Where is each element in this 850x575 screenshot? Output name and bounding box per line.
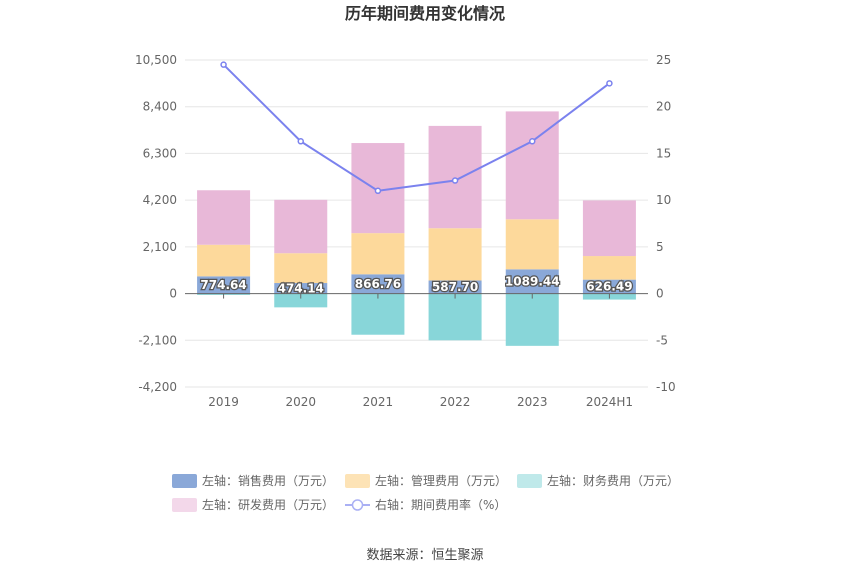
x-tick-label: 2020 xyxy=(285,395,316,409)
rate-point xyxy=(374,187,382,195)
admin-expense-bar xyxy=(274,253,328,284)
sales-data-label: 774.64 xyxy=(200,278,246,292)
sales-data-label: 866.76 xyxy=(355,277,401,291)
right-tick-label: 25 xyxy=(656,53,671,67)
admin-expense-bar xyxy=(428,228,482,281)
x-tick-label: 2024H1 xyxy=(586,395,633,409)
x-tick-label: 2023 xyxy=(517,395,548,409)
rate-point xyxy=(297,138,304,145)
sales-expense-bar xyxy=(428,280,482,294)
rnd-expense-bar xyxy=(505,111,559,220)
bar-series xyxy=(197,111,636,346)
right-tick-label: 20 xyxy=(656,100,671,114)
finance-expense-bar xyxy=(428,293,482,341)
data-labels: 774.64 474.14 866.76 587.70 1089.44 626.49 xyxy=(199,273,634,296)
left-tick-label: -2,100 xyxy=(138,333,177,347)
right-tick-label: 15 xyxy=(656,146,671,160)
rate-point xyxy=(606,80,613,87)
finance-expense-bar xyxy=(505,293,559,346)
legend-swatch xyxy=(172,498,197,512)
legend-swatch xyxy=(345,474,370,488)
left-tick-label: 2,100 xyxy=(143,240,177,254)
source-note: 数据来源：恒生聚源 xyxy=(366,548,483,563)
rate-point xyxy=(220,61,227,68)
admin-expense-bar xyxy=(505,219,559,270)
sales-data-label: 626.49 xyxy=(586,280,632,294)
admin-expense-bar xyxy=(351,233,405,275)
finance-expense-bar xyxy=(274,293,328,308)
grid-lines xyxy=(185,59,648,388)
left-tick-label: 0 xyxy=(169,287,177,301)
left-tick-label: 10,500 xyxy=(135,53,177,67)
sales-expense-bar xyxy=(274,283,328,294)
sales-data-label: 474.14 xyxy=(278,281,324,295)
legend-label: 左轴：销售费用（万元） xyxy=(202,473,334,488)
sales-data-label: 1089.44 xyxy=(505,274,560,288)
rnd-expense-bar xyxy=(274,199,328,254)
left-tick-label: -4,200 xyxy=(138,380,177,394)
admin-expense-bar xyxy=(582,256,636,280)
rate-line xyxy=(222,63,611,192)
left-tick-label: 4,200 xyxy=(143,193,177,207)
x-tick-label: 2022 xyxy=(440,395,471,409)
rnd-expense-bar xyxy=(428,125,482,229)
sales-data-label: 587.70 xyxy=(432,280,478,294)
legend-label: 左轴：研发费用（万元） xyxy=(202,497,334,512)
right-tick-label: 0 xyxy=(656,287,664,301)
legend-swatch xyxy=(517,474,542,488)
legend: 左轴：销售费用（万元） 左轴：管理费用（万元） 左轴：财务费用（万元） 左轴：研发费用… xyxy=(172,473,679,512)
legend-label: 左轴：财务费用（万元） xyxy=(547,473,679,488)
rnd-expense-bar xyxy=(197,190,251,245)
right-tick-label: -5 xyxy=(656,333,668,347)
sales-expense-bar xyxy=(582,279,636,294)
sales-expense-bar xyxy=(197,276,251,294)
legend-label: 右轴：期间费用率（%） xyxy=(375,497,506,512)
right-tick-label: 5 xyxy=(656,240,664,254)
axes: -4,200 -2,100 0 2,100 4,200 6,300 8,400 10,500 -… xyxy=(135,53,676,409)
sales-expense-bar xyxy=(505,269,559,294)
right-tick-label: 10 xyxy=(656,193,671,207)
legend-label: 左轴：管理费用（万元） xyxy=(375,473,507,488)
x-tick-label: 2021 xyxy=(363,395,394,409)
rate-line-series xyxy=(220,61,613,195)
finance-expense-bar xyxy=(351,293,405,335)
legend-swatch xyxy=(172,474,197,488)
rnd-expense-bar xyxy=(582,200,636,257)
legend-marker xyxy=(351,499,364,511)
left-tick-label: 8,400 xyxy=(143,100,177,114)
rate-point xyxy=(529,138,536,145)
right-tick-label: -10 xyxy=(656,380,676,394)
left-tick-label: 6,300 xyxy=(143,146,177,160)
admin-expense-bar xyxy=(197,244,251,277)
rate-point xyxy=(451,177,459,184)
chart-title: 历年期间费用变化情况 xyxy=(345,4,505,23)
sales-expense-bar xyxy=(351,274,405,294)
x-tick-label: 2019 xyxy=(208,395,239,409)
